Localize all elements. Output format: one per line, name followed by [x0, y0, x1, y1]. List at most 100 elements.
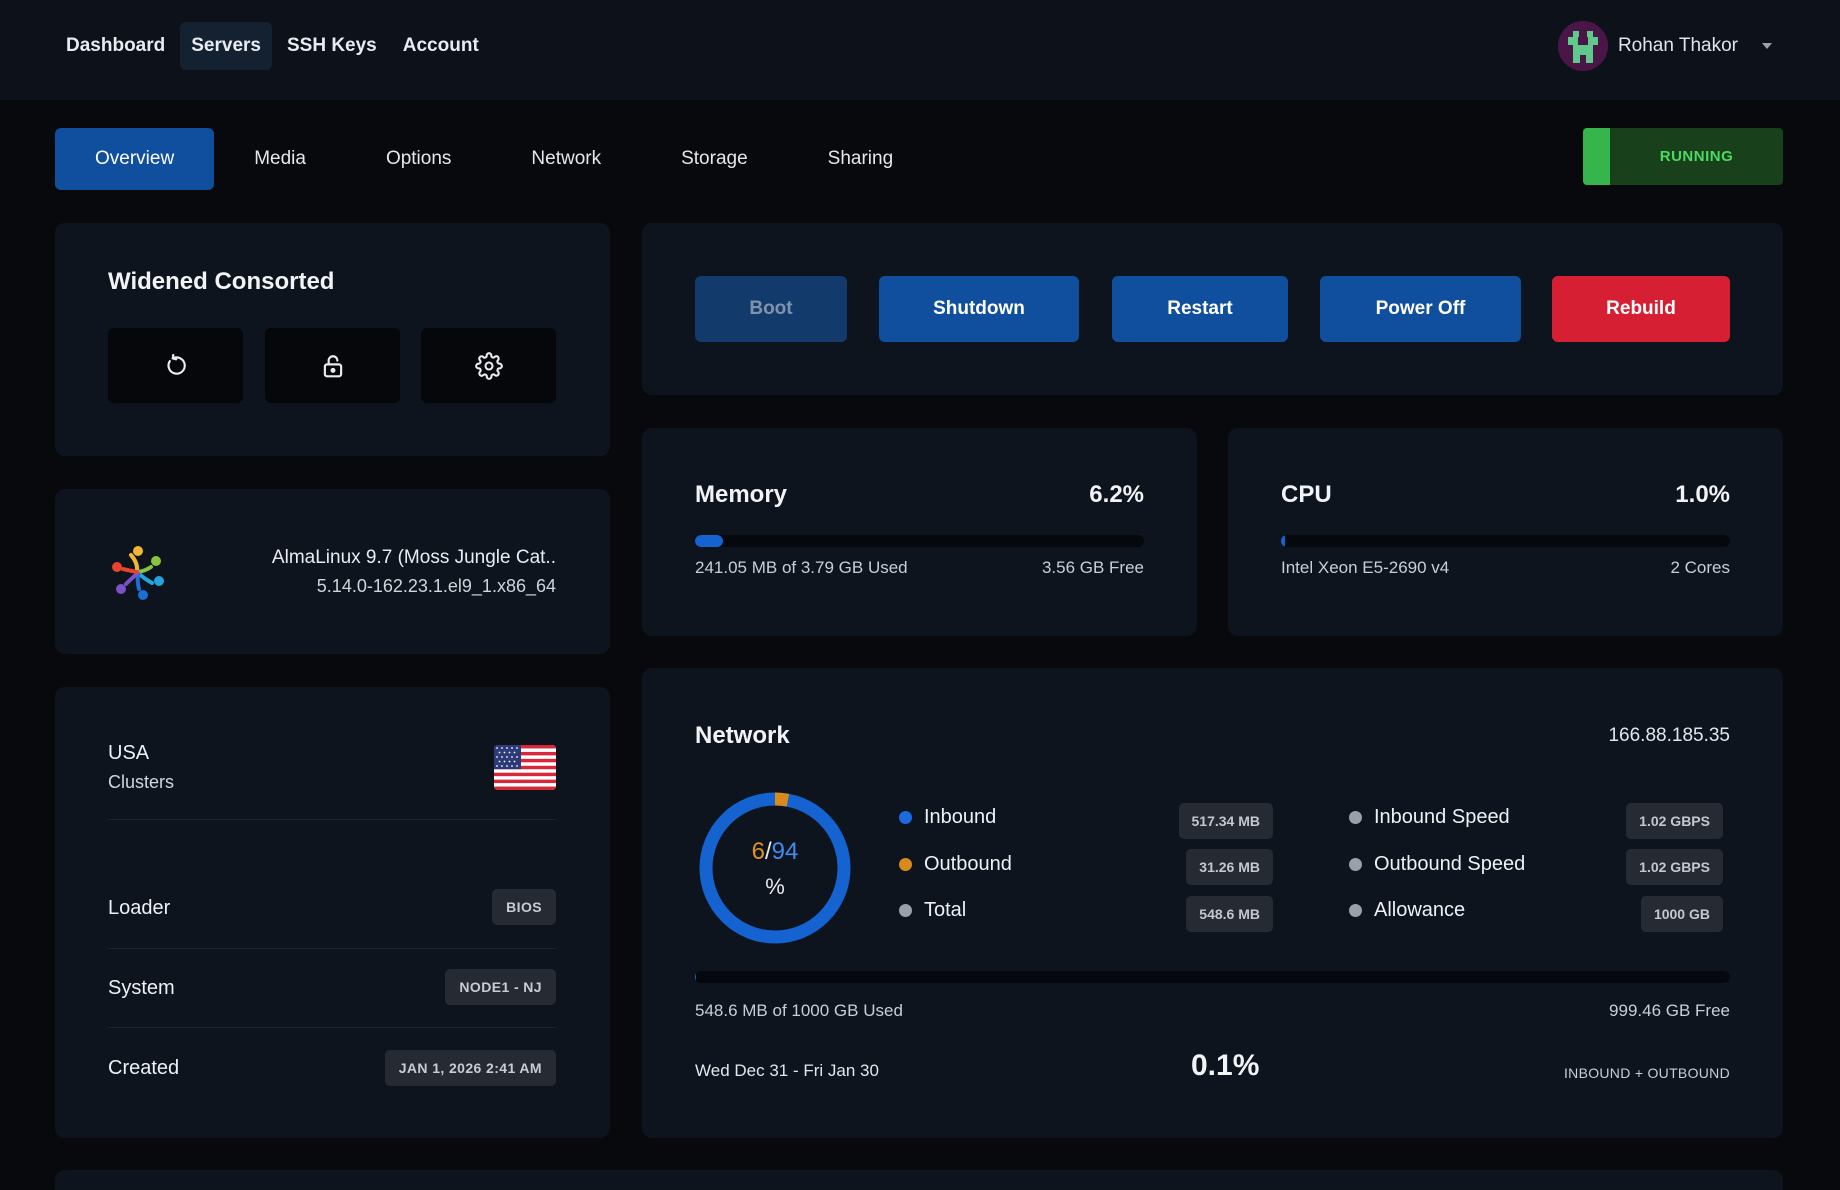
network-title: Network	[695, 722, 790, 749]
memory-card: Memory 6.2% 241.05 MB of 3.79 GB Used 3.…	[642, 428, 1197, 636]
nav-servers[interactable]: Servers	[180, 22, 272, 70]
inbound-speed-label: Inbound Speed	[1374, 806, 1510, 828]
legend-total: Total	[899, 899, 966, 922]
donut-outbound-arc	[699, 792, 851, 944]
divider	[108, 948, 556, 949]
tab-options[interactable]: Options	[385, 148, 452, 169]
divider	[108, 1027, 556, 1028]
tab-media[interactable]: Media	[254, 148, 306, 169]
total-dot	[899, 904, 912, 917]
server-tabs: Overview Media Options Network Storage S…	[55, 128, 933, 190]
boot-button[interactable]: Boot	[695, 276, 847, 342]
billing-period: Wed Dec 31 - Fri Jan 30	[695, 1061, 879, 1080]
legend-inbound: Inbound	[899, 806, 996, 829]
allowance-row: Allowance	[1349, 899, 1465, 922]
cpu-title: CPU	[1281, 481, 1332, 508]
avatar	[1557, 21, 1608, 71]
settings-button[interactable]	[421, 328, 556, 403]
tab-overview[interactable]: Overview	[55, 128, 215, 190]
main-nav: Dashboard Servers SSH Keys Account	[55, 22, 490, 70]
top-navbar: Dashboard Servers SSH Keys Account Rohan…	[0, 0, 1840, 100]
nav-dashboard[interactable]: Dashboard	[66, 35, 166, 56]
allowance-dot	[1349, 904, 1362, 917]
location-country: USA	[108, 742, 150, 764]
outbound-speed-dot	[1349, 858, 1362, 871]
ip-address: 166.88.185.35	[1608, 725, 1730, 746]
system-label: System	[108, 977, 175, 999]
legend-outbound: Outbound	[899, 853, 1012, 876]
tab-sharing[interactable]: Sharing	[827, 148, 894, 169]
os-kernel: 5.14.0-162.23.1.el9_1.x86_64	[316, 576, 556, 596]
restart-button[interactable]: Restart	[1112, 276, 1288, 342]
os-name: AlmaLinux 9.7 (Moss Jungle Cat..	[271, 547, 556, 568]
user-name: Rohan Thakor	[1617, 35, 1738, 56]
donut-separator: /	[764, 838, 772, 865]
outbound-speed-badge: 1.02 GBPS	[1626, 849, 1723, 885]
traffic-donut-chart	[699, 792, 851, 944]
status-indicator	[1583, 128, 1610, 185]
inbound-total-badge: 517.34 MB	[1178, 803, 1273, 839]
allowance-badge: 1000 GB	[1640, 896, 1723, 932]
tab-network[interactable]: Network	[531, 148, 602, 169]
memory-title: Memory	[695, 481, 788, 508]
inbound-speed-badge: 1.02 GBPS	[1626, 803, 1723, 839]
donut-outbound-value: 6	[751, 838, 765, 865]
us-flag-icon	[494, 745, 556, 790]
cpu-progress	[1281, 535, 1730, 547]
outbound-total-badge: 31.26 MB	[1186, 849, 1273, 885]
donut-inbound-value: 94	[771, 838, 799, 865]
allowance-label: Allowance	[1374, 899, 1466, 921]
outbound-dot	[899, 858, 912, 871]
nav-ssh-keys[interactable]: SSH Keys	[286, 35, 377, 56]
divider	[108, 819, 556, 820]
memory-used: 241.05 MB of 3.79 GB Used	[695, 558, 908, 577]
cpu-progress-fill	[1281, 535, 1286, 547]
location-clusters: Clusters	[108, 772, 175, 792]
shutdown-button[interactable]: Shutdown	[879, 276, 1079, 342]
cpu-percent: 1.0%	[1675, 481, 1730, 508]
inbound-dot	[899, 811, 912, 824]
power-off-button[interactable]: Power Off	[1320, 276, 1521, 342]
bandwidth-progress-fill	[695, 971, 697, 983]
almalinux-logo	[112, 546, 164, 600]
memory-progress	[695, 535, 1144, 547]
cpu-model: Intel Xeon E5-2690 v4	[1281, 558, 1450, 577]
next-card	[55, 1170, 1783, 1190]
outbound-speed-label: Outbound Speed	[1374, 853, 1526, 875]
donut-ratio: 6/94	[697, 838, 853, 866]
power-actions-card: Boot Shutdown Restart Power Off Rebuild	[642, 223, 1783, 395]
gear-icon	[474, 351, 503, 380]
outbound-speed-row: Outbound Speed	[1349, 853, 1525, 876]
unlock-icon	[323, 354, 342, 377]
user-menu[interactable]: Rohan Thakor	[1557, 21, 1772, 71]
bandwidth-basis: INBOUND + OUTBOUND	[1563, 1065, 1730, 1081]
system-badge: NODE1 - NJ	[445, 969, 556, 1005]
reinstall-button[interactable]	[108, 328, 243, 403]
status-label: RUNNING	[1659, 148, 1734, 165]
total-traffic-badge: 548.6 MB	[1186, 896, 1273, 932]
status-badge: RUNNING	[1583, 128, 1783, 185]
donut-unit: %	[765, 874, 785, 899]
inbound-speed-row: Inbound Speed	[1349, 806, 1510, 829]
donut-inbound-arc	[699, 792, 851, 944]
os-card: AlmaLinux 9.7 (Moss Jungle Cat.. 5.14.0-…	[55, 489, 610, 654]
memory-progress-fill	[695, 535, 723, 547]
chevron-down-icon	[1762, 43, 1772, 49]
refresh-icon	[166, 353, 186, 375]
cpu-cores: 2 Cores	[1670, 558, 1730, 577]
nav-account[interactable]: Account	[402, 35, 479, 56]
legend-inbound-label: Inbound	[924, 806, 997, 828]
legend-total-label: Total	[924, 899, 967, 921]
lock-button[interactable]	[265, 328, 400, 403]
tab-storage[interactable]: Storage	[681, 148, 748, 169]
created-badge: JAN 1, 2026 2:41 AM	[384, 1050, 556, 1086]
network-card: Network 166.88.185.35 6/94 % Inbound 517…	[642, 668, 1783, 1138]
bandwidth-usage-percent: 0.1%	[1191, 1049, 1260, 1082]
loader-label: Loader	[108, 897, 171, 919]
server-name: Widened Consorted	[108, 268, 335, 295]
rebuild-button[interactable]: Rebuild	[1552, 276, 1730, 342]
memory-free: 3.56 GB Free	[1041, 558, 1144, 577]
legend-outbound-label: Outbound	[924, 853, 1012, 875]
bandwidth-free: 999.46 GB Free	[1609, 1001, 1730, 1020]
cpu-card: CPU 1.0% Intel Xeon E5-2690 v4 2 Cores	[1228, 428, 1783, 636]
